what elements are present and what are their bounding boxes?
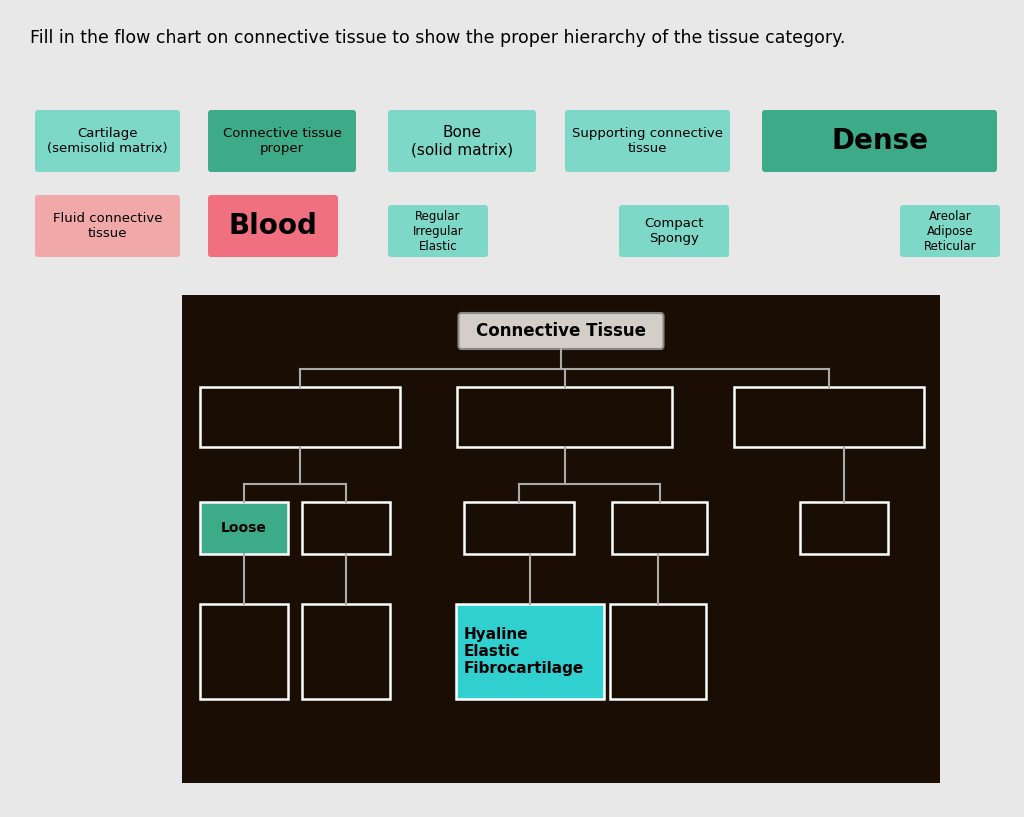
Bar xyxy=(612,502,707,554)
Text: Areolar
Adipose
Reticular: Areolar Adipose Reticular xyxy=(924,209,976,252)
Text: Fill in the flow chart on connective tissue to show the proper hierarchy of the : Fill in the flow chart on connective tis… xyxy=(30,29,846,47)
Text: Bone
(solid matrix): Bone (solid matrix) xyxy=(411,125,513,157)
Bar xyxy=(302,502,390,554)
FancyBboxPatch shape xyxy=(208,110,356,172)
Text: Blood: Blood xyxy=(228,212,317,240)
FancyBboxPatch shape xyxy=(35,195,180,257)
Bar xyxy=(610,604,706,699)
FancyBboxPatch shape xyxy=(388,110,536,172)
Text: Connective tissue
proper: Connective tissue proper xyxy=(222,127,341,155)
Text: Supporting connective
tissue: Supporting connective tissue xyxy=(572,127,723,155)
Text: Hyaline
Elastic
Fibrocartilage: Hyaline Elastic Fibrocartilage xyxy=(464,627,585,676)
Text: Loose: Loose xyxy=(221,521,267,535)
Text: Regular
Irregular
Elastic: Regular Irregular Elastic xyxy=(413,209,464,252)
Bar xyxy=(200,502,288,554)
Text: Connective Tissue: Connective Tissue xyxy=(476,322,646,340)
FancyBboxPatch shape xyxy=(388,205,488,257)
Bar xyxy=(457,387,672,447)
Bar xyxy=(302,604,390,699)
FancyBboxPatch shape xyxy=(208,195,338,257)
FancyBboxPatch shape xyxy=(618,205,729,257)
Bar xyxy=(182,295,940,783)
FancyBboxPatch shape xyxy=(565,110,730,172)
Bar xyxy=(800,502,888,554)
Bar xyxy=(464,502,574,554)
FancyBboxPatch shape xyxy=(762,110,997,172)
FancyBboxPatch shape xyxy=(900,205,1000,257)
FancyBboxPatch shape xyxy=(35,110,180,172)
Text: Fluid connective
tissue: Fluid connective tissue xyxy=(53,212,162,240)
FancyBboxPatch shape xyxy=(459,313,664,349)
Text: Cartilage
(semisolid matrix): Cartilage (semisolid matrix) xyxy=(47,127,168,155)
Bar xyxy=(200,604,288,699)
Bar xyxy=(200,387,400,447)
Bar xyxy=(456,604,604,699)
Text: Compact
Spongy: Compact Spongy xyxy=(644,217,703,245)
Text: Dense: Dense xyxy=(831,127,928,155)
Bar xyxy=(734,387,924,447)
